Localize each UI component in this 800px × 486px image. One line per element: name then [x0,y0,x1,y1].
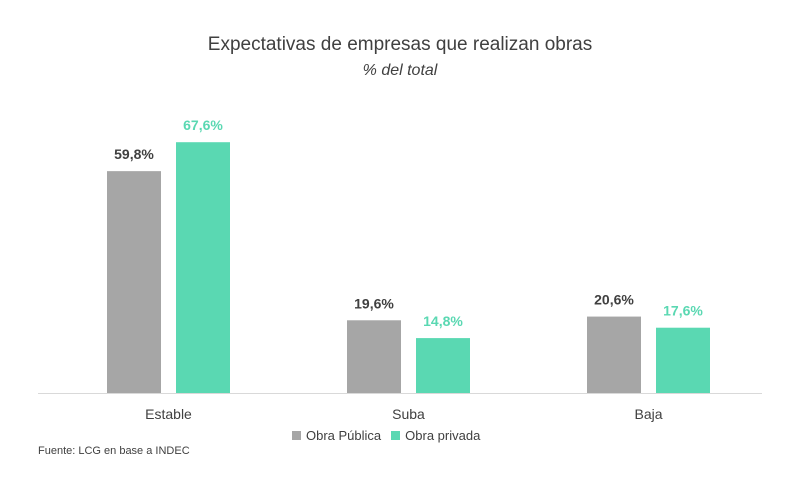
data-label-obra-privada-baja: 17,6% [663,303,703,319]
x-tick-label-suba: Suba [392,406,425,422]
data-label-obra-publica-estable: 59,8% [114,146,154,162]
bar-obra-privada-estable [176,142,230,393]
chart-subtitle: % del total [362,62,438,79]
legend-item-obra-privada: Obra privada [391,428,480,443]
x-tick-label-baja: Baja [634,406,662,422]
data-label-obra-privada-suba: 14,8% [423,313,463,329]
legend-label-obra-publica: Obra Pública [306,428,382,443]
bar-obra-publica-estable [107,171,161,393]
legend-swatch-obra-publica [292,431,301,440]
bar-obra-privada-suba [416,338,470,393]
legend-label-obra-privada: Obra privada [405,428,481,443]
legend: Obra Pública Obra privada [292,428,490,443]
legend-item-obra-publica: Obra Pública [292,428,381,443]
bar-obra-privada-baja [656,327,710,393]
x-tick-label-estable: Estable [145,406,192,422]
data-label-obra-privada-estable: 67,6% [183,117,223,133]
bar-obra-publica-suba [347,320,401,393]
source-note: Fuente: LCG en base a INDEC [38,445,190,457]
legend-swatch-obra-privada [391,431,401,440]
bar-obra-publica-baja [587,316,641,393]
data-label-obra-publica-baja: 20,6% [594,292,634,308]
data-label-obra-publica-suba: 19,6% [354,295,394,311]
chart-title: Expectativas de empresas que realizan ob… [207,34,593,55]
